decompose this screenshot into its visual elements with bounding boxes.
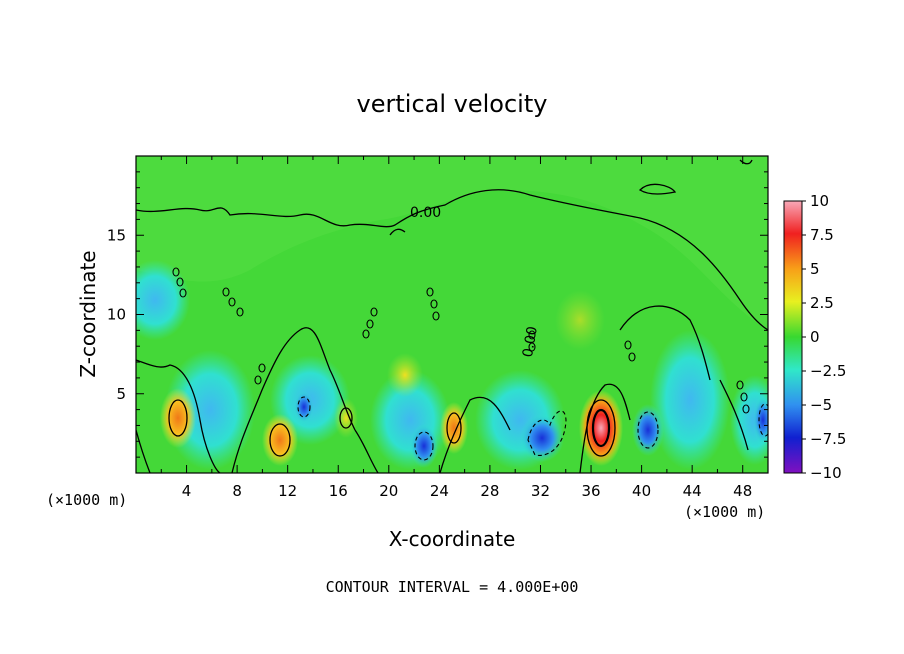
contour-lines [136, 159, 768, 473]
updraft-core [160, 388, 196, 448]
upper-field-shade [136, 156, 768, 330]
updraft-core [334, 398, 358, 438]
x-tick-label: 24 [430, 482, 449, 500]
small-contour-cells [172, 267, 750, 414]
contour-label: 0.00 [410, 205, 441, 221]
y-axis-label: Z-coordinate [76, 250, 100, 377]
x-tick-label: 36 [581, 482, 600, 500]
x-tick-label: 4 [182, 482, 192, 500]
x-unit-right: (×1000 m) [684, 503, 765, 521]
x-tick-label: 32 [531, 482, 550, 500]
cyan-zone-far-right [650, 330, 730, 470]
x-unit-left: (×1000 m) [46, 491, 127, 509]
updraft-core [387, 353, 423, 397]
x-axis-ticks: 4 8 12 16 20 24 28 32 36 40 44 48 [160, 156, 752, 500]
x-tick-label: 16 [329, 482, 348, 500]
colorbar-tick-label: −7.5 [810, 430, 846, 448]
x-tick-label: 28 [480, 482, 499, 500]
colorbar-tick-label: 10 [810, 192, 829, 210]
x-tick-label: 20 [379, 482, 398, 500]
colorbar-tick-label: 2.5 [810, 294, 834, 312]
downdraft-core [632, 404, 664, 456]
updraft-core [555, 290, 605, 350]
cyan-zone-left [136, 260, 190, 340]
downdraft-core [753, 396, 768, 444]
colorbar-tick-label: 7.5 [810, 226, 834, 244]
colorbar-tick-label: 0 [810, 328, 820, 346]
contour-interval-note: CONTOUR INTERVAL = 4.000E+00 [326, 578, 579, 596]
y-axis-ticks: 5 10 15 [107, 171, 768, 458]
updraft-core [579, 390, 623, 466]
updraft-core [440, 402, 468, 454]
y-tick-label: 5 [116, 385, 126, 403]
downdraft-core [410, 424, 438, 468]
contour-label: 0.00 [520, 325, 541, 358]
x-tick-label: 8 [232, 482, 242, 500]
colorbar-tick-label: −5 [810, 396, 832, 414]
negative-contours [297, 396, 768, 461]
plot-area [136, 156, 768, 473]
updraft-core [262, 414, 298, 466]
cyan-zone-edge [730, 375, 768, 465]
x-tick-label: 40 [632, 482, 651, 500]
y-tick-label: 15 [107, 226, 126, 244]
colorbar-tick-label: 5 [810, 260, 820, 278]
core-contours [168, 399, 616, 457]
colorbar-tick-label: −10 [810, 464, 842, 482]
downdraft-core [294, 391, 314, 423]
x-tick-label: 48 [733, 482, 752, 500]
colorbar-gradient [783, 200, 803, 474]
x-axis-label: X-coordinate [389, 527, 516, 551]
x-tick-label: 12 [278, 482, 297, 500]
y-tick-label: 10 [107, 306, 126, 324]
chart-title: vertical velocity [357, 90, 548, 118]
colorbar: 10 7.5 5 2.5 0 −2.5 −5 −7.5 −10 [783, 192, 846, 482]
colorbar-ticks: 10 7.5 5 2.5 0 −2.5 −5 −7.5 −10 [802, 192, 846, 482]
colorbar-tick-label: −2.5 [810, 362, 846, 380]
x-tick-label: 44 [683, 482, 702, 500]
downdraft-core [520, 414, 564, 462]
